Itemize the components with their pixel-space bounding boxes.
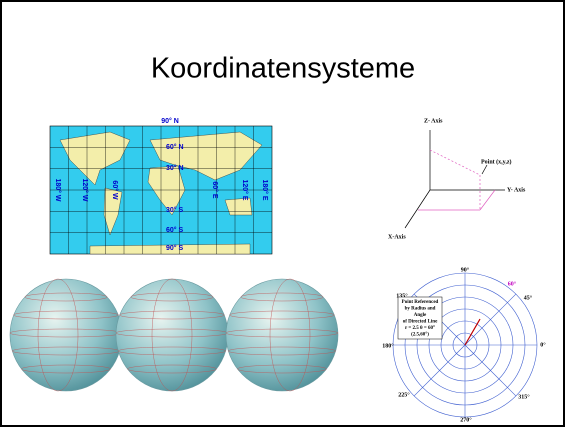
polar-vector xyxy=(464,318,481,346)
polar-angle-label: 0° xyxy=(540,341,546,348)
map-label: 90° N xyxy=(161,117,179,125)
world-map: 90° N 60° N 30° N 30° S 60° S 90° S 180° W 120°… xyxy=(49,117,273,255)
polar-angle-label: 315° xyxy=(518,393,530,400)
globe xyxy=(225,278,339,392)
globe-line xyxy=(118,346,226,356)
map-label: 60° E xyxy=(211,181,219,199)
globe-meridian xyxy=(151,278,193,392)
globe-line xyxy=(240,292,324,302)
map-label: 120° E xyxy=(241,179,249,200)
polar-angle-label: 135° xyxy=(396,292,408,299)
polar-note: (2.5,60°) xyxy=(411,333,429,338)
polar-spoke xyxy=(413,344,466,397)
polar-spoke xyxy=(464,293,517,346)
axes-diagram xyxy=(404,130,505,229)
globe-meridian xyxy=(269,278,311,392)
globe-line xyxy=(225,328,339,338)
globe-meridian xyxy=(37,278,79,392)
map-label: 30° S xyxy=(166,206,184,214)
globe-line xyxy=(229,310,335,320)
map-label: 60° N xyxy=(166,143,184,151)
globe-line xyxy=(228,346,336,356)
polar-angle-label: 180° xyxy=(382,342,394,349)
map-label: 30° N xyxy=(166,164,184,172)
map-label: 60° S xyxy=(166,226,184,234)
polar-note: Angle xyxy=(414,313,427,318)
map-label: 60° W xyxy=(111,180,119,200)
globe-line xyxy=(127,364,217,374)
polar-angle-label: 60° xyxy=(508,280,517,287)
map-label: 90° S xyxy=(166,244,184,252)
globe-line xyxy=(21,364,111,374)
x-axis-label: X-Axis xyxy=(388,234,406,240)
polar-note: Point Referenced xyxy=(402,300,439,305)
globes xyxy=(9,278,339,392)
map-label: 180° W xyxy=(54,178,62,201)
polar-angle-label: 45° xyxy=(524,294,533,301)
polar-note: r = 2.5 θ = 60° xyxy=(405,326,435,331)
polar-angle-label: 90° xyxy=(461,266,470,273)
globe-line xyxy=(119,310,225,320)
polar-note-box xyxy=(397,296,443,340)
y-axis-label: Y- Axis xyxy=(507,187,526,193)
polar-angle-label: 270° xyxy=(460,416,472,423)
polar-note: of Directed Line xyxy=(403,320,438,325)
map-label: 180° E xyxy=(261,179,269,200)
polar-note: by Radius and xyxy=(405,307,436,312)
polar-spoke xyxy=(464,344,517,397)
map-label: 120° W xyxy=(81,178,89,201)
point-label: Point (x,y,z) xyxy=(481,158,512,165)
polar-angle-label: 225° xyxy=(398,391,410,398)
globe-line xyxy=(24,292,108,302)
z-axis-label: Z- Axis xyxy=(424,118,443,124)
globe-line xyxy=(13,310,119,320)
polar-diagram xyxy=(392,272,538,418)
slide-title: Koordinatensysteme xyxy=(151,53,415,85)
globe-line xyxy=(130,292,214,302)
globe-line xyxy=(237,364,327,374)
